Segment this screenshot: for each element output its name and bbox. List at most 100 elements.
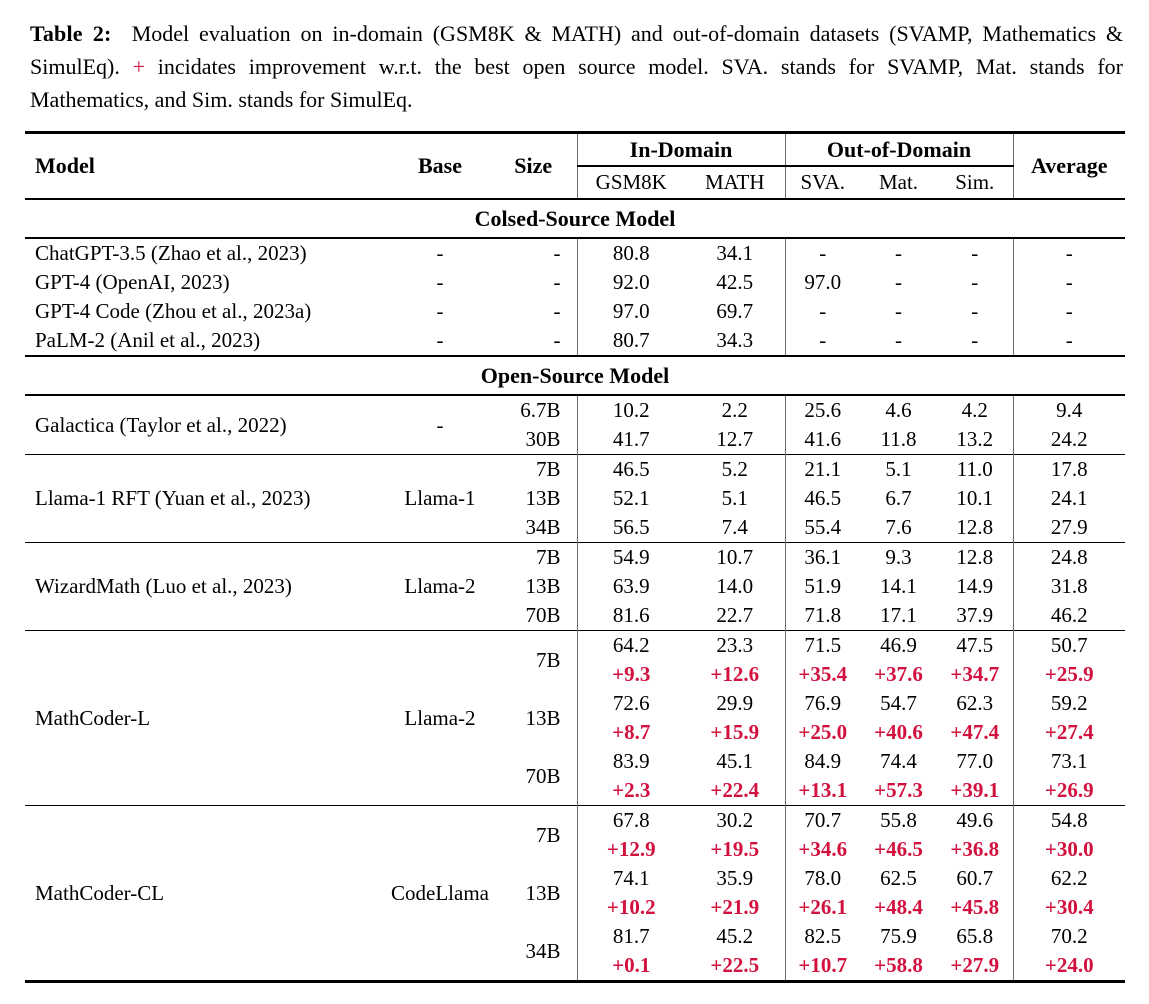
score-value: 12.7 — [685, 425, 786, 455]
model-size: 30B — [490, 425, 578, 455]
col-group-out-of-domain: Out-of-Domain — [785, 132, 1014, 167]
score-improvement: +36.8 — [937, 835, 1014, 864]
caption-label: Table 2: — [30, 21, 112, 46]
score-value: 14.0 — [685, 572, 786, 601]
score-value: 25.6 — [804, 398, 842, 422]
model-size: 13B — [490, 484, 578, 513]
score-value: 50.7 — [1013, 630, 1125, 660]
score-value: 46.5 — [804, 486, 842, 510]
score-value: 51.9 — [804, 574, 842, 598]
model-name: PaLM-2 (Anil et al., 2023) — [35, 328, 261, 352]
score-value: 78.0 — [804, 866, 842, 890]
score-value: 83.9 — [612, 749, 650, 773]
paper-page: Table 2: Model evaluation on in-domain (G… — [0, 17, 1149, 1004]
score-improvement: +48.4 — [874, 895, 923, 919]
score-row: 70B 81.6 22.7 71.8 17.1 37.9 46.2 — [25, 601, 1125, 631]
score-value: 76.9 — [804, 691, 842, 715]
improvement-row: +0.1 +22.5 +10.7 +58.8 +27.9 +24.0 — [25, 951, 1125, 982]
results-table: Model Base Size In-Domain Out-of-Domain … — [25, 131, 1125, 983]
improvement-row: +10.2 +21.9 +26.1 +48.4 +45.8 +30.4 — [25, 893, 1125, 922]
score-value: 22.7 — [685, 601, 786, 631]
score-value: 5.1 — [860, 454, 937, 484]
score-value: 80.8 — [612, 241, 650, 265]
score-value: 11.0 — [937, 454, 1014, 484]
score-value: 54.7 — [880, 691, 917, 715]
score-value: 52.1 — [612, 486, 650, 510]
score-value: 45.2 — [685, 922, 786, 951]
score-row: MathCoder-CL CodeLlama 7B 67.8 30.2 70.7 55.8 4… — [25, 805, 1125, 982]
score-improvement: +13.1 — [798, 778, 848, 802]
score-improvement: +30.0 — [1044, 837, 1094, 861]
score-row: 13B 72.6 29.9 76.9 54.7 62.3 59.2 — [25, 689, 1125, 747]
base-model: - — [436, 412, 444, 437]
model-size: 34B — [490, 513, 578, 543]
col-header-simuleq: Sim. — [937, 166, 1014, 200]
score-value: 64.2 — [577, 630, 685, 660]
score-value: 11.8 — [880, 427, 917, 451]
score-row: 13B 63.9 14.0 51.9 14.1 14.9 31.8 — [25, 572, 1125, 601]
base-model: Llama-1 — [390, 454, 490, 543]
score-improvement: +26.9 — [1044, 778, 1094, 802]
model-size: 7B — [490, 454, 578, 484]
score-improvement: +12.6 — [685, 660, 786, 689]
score-value: 9.3 — [860, 542, 937, 572]
score-value: 97.0 — [804, 270, 842, 294]
score-value: 46.2 — [1050, 603, 1088, 627]
score-value: 7.4 — [685, 513, 786, 543]
table-caption: Table 2: Model evaluation on in-domain (G… — [30, 17, 1123, 116]
score-value: - — [937, 297, 1014, 326]
score-row: 30B 41.7 12.7 41.6 11.8 13.2 24.2 — [25, 425, 1125, 455]
score-value: 54.9 — [577, 542, 685, 572]
score-improvement: +15.9 — [685, 718, 786, 747]
model-name: WizardMath (Luo et al., 2023) — [25, 542, 390, 631]
score-row: MathCoder-L Llama-2 7B 64.2 23.3 71.5 46.9 47.5… — [25, 630, 1125, 806]
score-value: - — [937, 238, 1014, 268]
model-size: 7B — [490, 805, 578, 864]
score-value: 77.0 — [937, 747, 1014, 776]
score-value: 37.9 — [937, 601, 1014, 631]
score-improvement: +34.6 — [798, 837, 848, 861]
score-value: - — [819, 241, 827, 265]
score-value: 29.9 — [685, 689, 786, 718]
score-improvement: +30.4 — [1044, 895, 1094, 919]
score-value: - — [895, 241, 902, 265]
score-value: 82.5 — [804, 924, 842, 948]
score-value: - — [895, 328, 902, 352]
score-value: 5.1 — [685, 484, 786, 513]
score-value: 13.2 — [937, 425, 1014, 455]
score-value: 10.7 — [685, 542, 786, 572]
model-size: 34B — [490, 922, 578, 982]
score-value: 71.8 — [804, 603, 842, 627]
score-improvement: +39.1 — [937, 776, 1014, 806]
score-value: 24.1 — [1050, 486, 1088, 510]
score-value: 36.1 — [785, 542, 860, 572]
model-size: - — [490, 326, 578, 356]
score-value: 10.1 — [937, 484, 1014, 513]
score-row: 34B 56.5 7.4 55.4 7.6 12.8 27.9 — [25, 513, 1125, 543]
score-value: 24.8 — [1013, 542, 1125, 572]
plus-symbol: + — [132, 54, 146, 79]
score-value: 70.7 — [785, 805, 860, 835]
caption-text-1: Model evaluation on in-domain (GSM8K & M… — [30, 21, 1123, 79]
score-value: 75.9 — [880, 924, 917, 948]
score-value: 62.5 — [880, 866, 917, 890]
model-size: 6.7B — [490, 395, 578, 425]
col-header-model: Model — [25, 132, 390, 200]
score-improvement: +10.2 — [606, 895, 656, 919]
score-value: 46.9 — [860, 630, 937, 660]
score-value: 41.6 — [804, 427, 842, 451]
score-value: 81.7 — [612, 924, 650, 948]
score-row: PaLM-2 (Anil et al., 2023) - - 80.7 34.3 - - - - — [25, 326, 1125, 356]
score-value: 72.6 — [612, 691, 650, 715]
model-name: MathCoder-L — [25, 630, 390, 806]
model-size: 7B — [490, 542, 578, 572]
score-value: 54.8 — [1013, 805, 1125, 835]
score-value: 9.4 — [1056, 398, 1083, 422]
score-value: - — [1065, 299, 1073, 323]
score-value: 80.7 — [612, 328, 650, 352]
score-row: 70B 83.9 45.1 84.9 74.4 77.0 73.1 — [25, 747, 1125, 806]
score-improvement: +0.1 — [612, 953, 651, 977]
score-value: 65.8 — [937, 922, 1014, 951]
col-header-math: MATH — [685, 166, 786, 200]
score-improvement: +26.1 — [798, 895, 848, 919]
